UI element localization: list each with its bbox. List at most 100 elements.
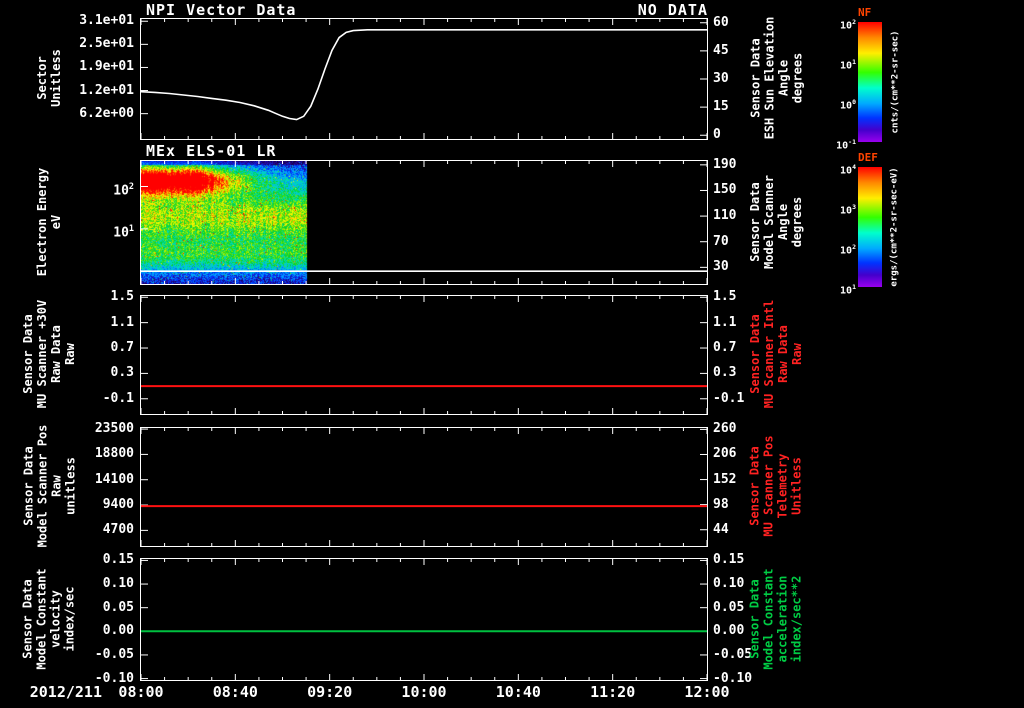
colorbar-nf-bar xyxy=(858,22,882,142)
y-tick-label: -0.10 xyxy=(713,670,753,686)
y-tick-label: 23500 xyxy=(94,421,134,437)
y-tick-label: 60 xyxy=(713,14,729,30)
y-tick-label: 0.7 xyxy=(713,340,737,356)
left-axis-label-els-spectrogram-text: Electron Energy eV xyxy=(35,167,63,276)
y-tick-label: 0.05 xyxy=(102,599,134,615)
y-tick-label: 18800 xyxy=(94,446,134,462)
y-tick-label: 0.00 xyxy=(713,623,745,639)
y-tick-label: 152 xyxy=(713,471,737,487)
y-tick-label: 150 xyxy=(713,182,737,198)
els-panel-title: MEx ELS-01 LR xyxy=(146,142,277,160)
right-axis-label-model-constant: Sensor Data Model Constant acceleration ind… xyxy=(744,558,808,679)
right-axis-label-mu-scanner-30v: Sensor Data MU Scanner Intl Raw Data Raw xyxy=(744,295,808,413)
x-tick-label: 09:20 xyxy=(307,683,353,701)
y-tick-label: 15 xyxy=(713,99,729,115)
y-tick-label: 102 xyxy=(113,180,134,198)
left-axis-label-els-spectrogram: Electron Energy eV xyxy=(6,160,92,283)
colorbar-def-unit-label: ergs/(cm**2-sr-sec-eV) xyxy=(890,167,900,287)
right-axis-label-model-scanner-pos: Sensor Data MU Scanner Pos Telemetry Unitle… xyxy=(744,427,808,545)
y-tick-label: -0.1 xyxy=(102,390,134,406)
y-tick-label: 0.7 xyxy=(110,340,134,356)
right-axis-label-model-scanner-pos-text: Sensor Data MU Scanner Pos Telemetry Unitle… xyxy=(748,435,804,537)
y-tick-label: 70 xyxy=(713,233,729,249)
els-spectrogram-plot xyxy=(141,161,707,284)
colorbar-def-bar xyxy=(858,167,882,287)
y-tick-label: 1.5 xyxy=(713,289,737,305)
y-tick-label: 0.15 xyxy=(713,552,745,568)
panel-mu-scanner-30v xyxy=(140,295,708,415)
y-tick-label: 6.2e+00 xyxy=(79,105,134,121)
left-axis-label-npi-vector-text: Sector Unitless xyxy=(34,49,63,107)
colorbar-tick-label: 101 xyxy=(840,58,856,72)
colorbar-tick-label: 103 xyxy=(840,203,856,217)
y-tick-label: 1.9e+01 xyxy=(79,59,134,75)
y-tick-label: 0.10 xyxy=(713,576,745,592)
model-constant-plot xyxy=(141,559,707,680)
left-axis-label-model-constant-text: Sensor Data Model Constant velocity index/s… xyxy=(21,567,77,670)
y-tick-label: 14100 xyxy=(94,471,134,487)
y-tick-label: 9400 xyxy=(102,497,134,513)
y-tick-label: 30 xyxy=(713,71,729,86)
y-tick-label: 0.15 xyxy=(102,552,134,568)
y-tick-label: -0.10 xyxy=(94,670,134,686)
colorbar-tick-label: 102 xyxy=(840,18,856,32)
right-axis-label-npi-vector: Sensor Data ESH Sun Elevation Angle degrees xyxy=(744,16,808,140)
colorbar-nf-unit: cnts/(cm**2-sr-sec) xyxy=(886,22,904,142)
y-tick-label: 206 xyxy=(713,446,737,462)
right-axis-label-els-spectrogram: Sensor Data Model Scanner Angle degrees xyxy=(744,160,808,283)
y-tick-label: 98 xyxy=(713,496,729,512)
colorbar-tick-label: 100 xyxy=(840,98,856,112)
y-tick-label: 44 xyxy=(713,521,729,537)
esh-sun-elevation-angle-line xyxy=(141,29,707,121)
y-tick-label: -0.1 xyxy=(713,390,745,406)
y-tick-label: 0.3 xyxy=(713,365,737,381)
y-tick-label: 0.05 xyxy=(713,599,745,615)
panel-model-scanner-pos xyxy=(140,427,708,547)
mu-scanner-30v-plot xyxy=(141,296,707,414)
npi-vector-plot xyxy=(141,19,707,139)
y-tick-label: 110 xyxy=(713,208,737,224)
right-axis-label-model-constant-text: Sensor Data Model Constant acceleration ind… xyxy=(748,567,804,670)
y-tick-label: 1.1 xyxy=(110,314,134,330)
colorbar-nf-title: NF xyxy=(858,6,872,19)
y-tick-label: 190 xyxy=(713,156,737,172)
y-tick-label: 260 xyxy=(713,421,737,437)
colorbar-tick-label: 104 xyxy=(840,163,856,177)
y-tick-label: 30 xyxy=(713,259,729,275)
y-tick-label: 4700 xyxy=(102,522,134,538)
model-scanner-pos-plot xyxy=(141,428,707,546)
y-tick-label: 2.5e+01 xyxy=(79,36,134,52)
y-tick-label: 3.1e+01 xyxy=(79,13,134,29)
left-axis-label-mu-scanner-30v-text: Sensor Data MU Scanner +30V Raw Data Raw xyxy=(21,299,77,409)
y-tick-label: 1.5 xyxy=(110,289,134,305)
x-axis-date-label: 2012/211 xyxy=(29,683,102,701)
y-tick-label: -0.05 xyxy=(713,646,753,662)
right-axis-label-mu-scanner-30v-text: Sensor Data MU Scanner Intl Raw Data Raw xyxy=(748,299,804,409)
x-tick-label: 12:00 xyxy=(684,683,730,701)
colorbar-def-unit: ergs/(cm**2-sr-sec-eV) xyxy=(886,167,904,287)
colorbar-tick-label: 102 xyxy=(840,243,856,257)
left-axis-label-npi-vector: Sector Unitless xyxy=(6,18,92,138)
x-tick-label: 08:00 xyxy=(118,683,164,701)
left-axis-label-model-scanner-pos-text: Sensor Data Model Scanner Pos Raw unitless xyxy=(21,424,78,548)
left-axis-label-model-scanner-pos: Sensor Data Model Scanner Pos Raw unitless xyxy=(6,424,92,548)
no-data-label: NO DATA xyxy=(637,1,708,19)
y-tick-label: 0.3 xyxy=(110,365,134,381)
colorbar-nf-unit-label: cnts/(cm**2-sr-sec) xyxy=(890,30,901,134)
x-tick-label: 11:20 xyxy=(590,683,636,701)
y-tick-label: 0 xyxy=(713,127,721,143)
colorbar-tick-label: 101 xyxy=(840,283,856,297)
colorbar-def-title: DEF xyxy=(858,151,878,164)
panel-els-spectrogram xyxy=(140,160,708,285)
y-tick-label: 1.1 xyxy=(713,314,737,330)
colorbar-tick-label: 10-1 xyxy=(836,138,856,152)
y-tick-label: 101 xyxy=(113,222,134,241)
y-tick-label: 0.10 xyxy=(102,576,134,592)
y-tick-label: 0.00 xyxy=(102,623,134,639)
y-tick-label: 1.2e+01 xyxy=(79,82,134,98)
right-axis-label-npi-vector-text: Sensor Data ESH Sun Elevation Angle degrees xyxy=(748,16,805,140)
panel-model-constant xyxy=(140,558,708,681)
right-axis-label-els-spectrogram-text: Sensor Data Model Scanner Angle degrees xyxy=(748,174,805,269)
y-tick-label: -0.05 xyxy=(94,646,134,662)
